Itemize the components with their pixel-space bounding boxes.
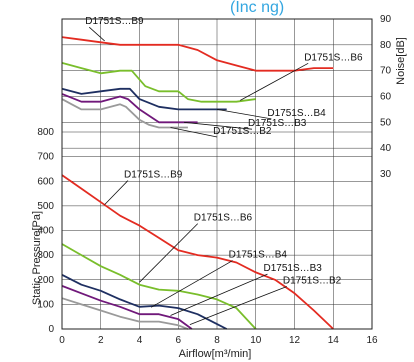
pressure-ticks: 0 100 200 300 400 500 600 700 800	[37, 127, 54, 335]
pressure-tick-label: 400	[37, 226, 54, 237]
series-label: D1751S…B2	[283, 275, 342, 286]
callout-leader	[184, 121, 253, 130]
x-tick-label: 14	[328, 335, 340, 346]
pressure-tick-label: 300	[37, 250, 54, 261]
pressure-series-line	[61, 297, 189, 330]
pressure-tick-label: 800	[37, 127, 54, 138]
series-label: D1751S…B6	[304, 52, 363, 63]
series-label: D1751S…B3	[248, 118, 307, 129]
callout-leader	[170, 273, 268, 316]
pressure-tick-label: 600	[37, 176, 54, 187]
pressure-tick-label: 200	[37, 275, 54, 286]
noise-series-line	[61, 93, 198, 124]
pressure-series-line	[61, 243, 257, 330]
callout-leader	[240, 62, 309, 101]
series-label: D1751S…B9	[85, 16, 144, 27]
x-tick-label: 4	[137, 335, 143, 346]
noise-axis-label: Noise[dB]	[395, 37, 407, 85]
noise-tick-label: 70	[380, 66, 392, 77]
x-tick-label: 16	[366, 335, 378, 346]
pressure-axis-label: Static Pressure[Pa]	[31, 211, 43, 305]
x-tick-label: 12	[289, 335, 301, 346]
noise-tick-label: 80	[380, 40, 392, 51]
noise-series-line	[61, 98, 188, 129]
series-label: D1751S…B3	[264, 263, 323, 274]
x-tick-label: 2	[98, 335, 104, 346]
callout-leader	[139, 223, 199, 283]
noise-tick-label: 30	[380, 169, 392, 180]
pressure-tick-label: 700	[37, 152, 54, 163]
pressure-series-line	[61, 174, 334, 330]
x-tick-label: 6	[175, 335, 181, 346]
series-label: D1751S…B9	[124, 170, 183, 181]
noise-tick-label: 60	[380, 92, 392, 103]
x-tick-label: 0	[59, 335, 65, 346]
callout-leader	[189, 286, 288, 325]
noise-tick-label: 40	[380, 143, 392, 154]
pressure-tick-label: 100	[37, 299, 54, 310]
series-label: D1751S…B4	[267, 108, 326, 119]
noise-tick-label: 90	[380, 14, 392, 25]
series-label: D1751S…B2	[213, 126, 272, 137]
x-ticks: 0 2 4 6 8 10 12 14 16	[59, 335, 378, 346]
pressure-series	[61, 174, 334, 330]
callout-leader	[88, 26, 105, 42]
noise-tick-label: 50	[380, 117, 392, 128]
x-tick-label: 10	[250, 335, 262, 346]
noise-series-line	[61, 87, 227, 111]
x-axis-label: Airflow[m³/min]	[179, 348, 252, 360]
series-label: D1751S…B6	[194, 213, 253, 224]
callout-leader	[150, 260, 233, 308]
x-tick-label: 8	[214, 335, 220, 346]
noise-series-line	[61, 62, 256, 103]
callout-leader	[216, 109, 272, 120]
noise-series-line	[61, 36, 334, 72]
callout-leader	[170, 127, 218, 138]
series-callouts: D1751S…B9D1751S…B6D1751S…B4D1751S…B3D175…	[85, 16, 363, 325]
plot-frame	[61, 18, 373, 330]
header-partial: (Inc ng)	[230, 0, 284, 16]
pressure-tick-label: 0	[48, 324, 54, 335]
noise-series	[61, 36, 334, 129]
pressure-tick-label: 500	[37, 201, 54, 212]
noise-ticks: 30 40 50 60 70 80 90	[380, 14, 392, 180]
pressure-series-line	[61, 285, 193, 330]
pressure-series-line	[61, 273, 228, 330]
callout-leader	[104, 180, 129, 205]
series-label: D1751S…B4	[229, 250, 288, 261]
